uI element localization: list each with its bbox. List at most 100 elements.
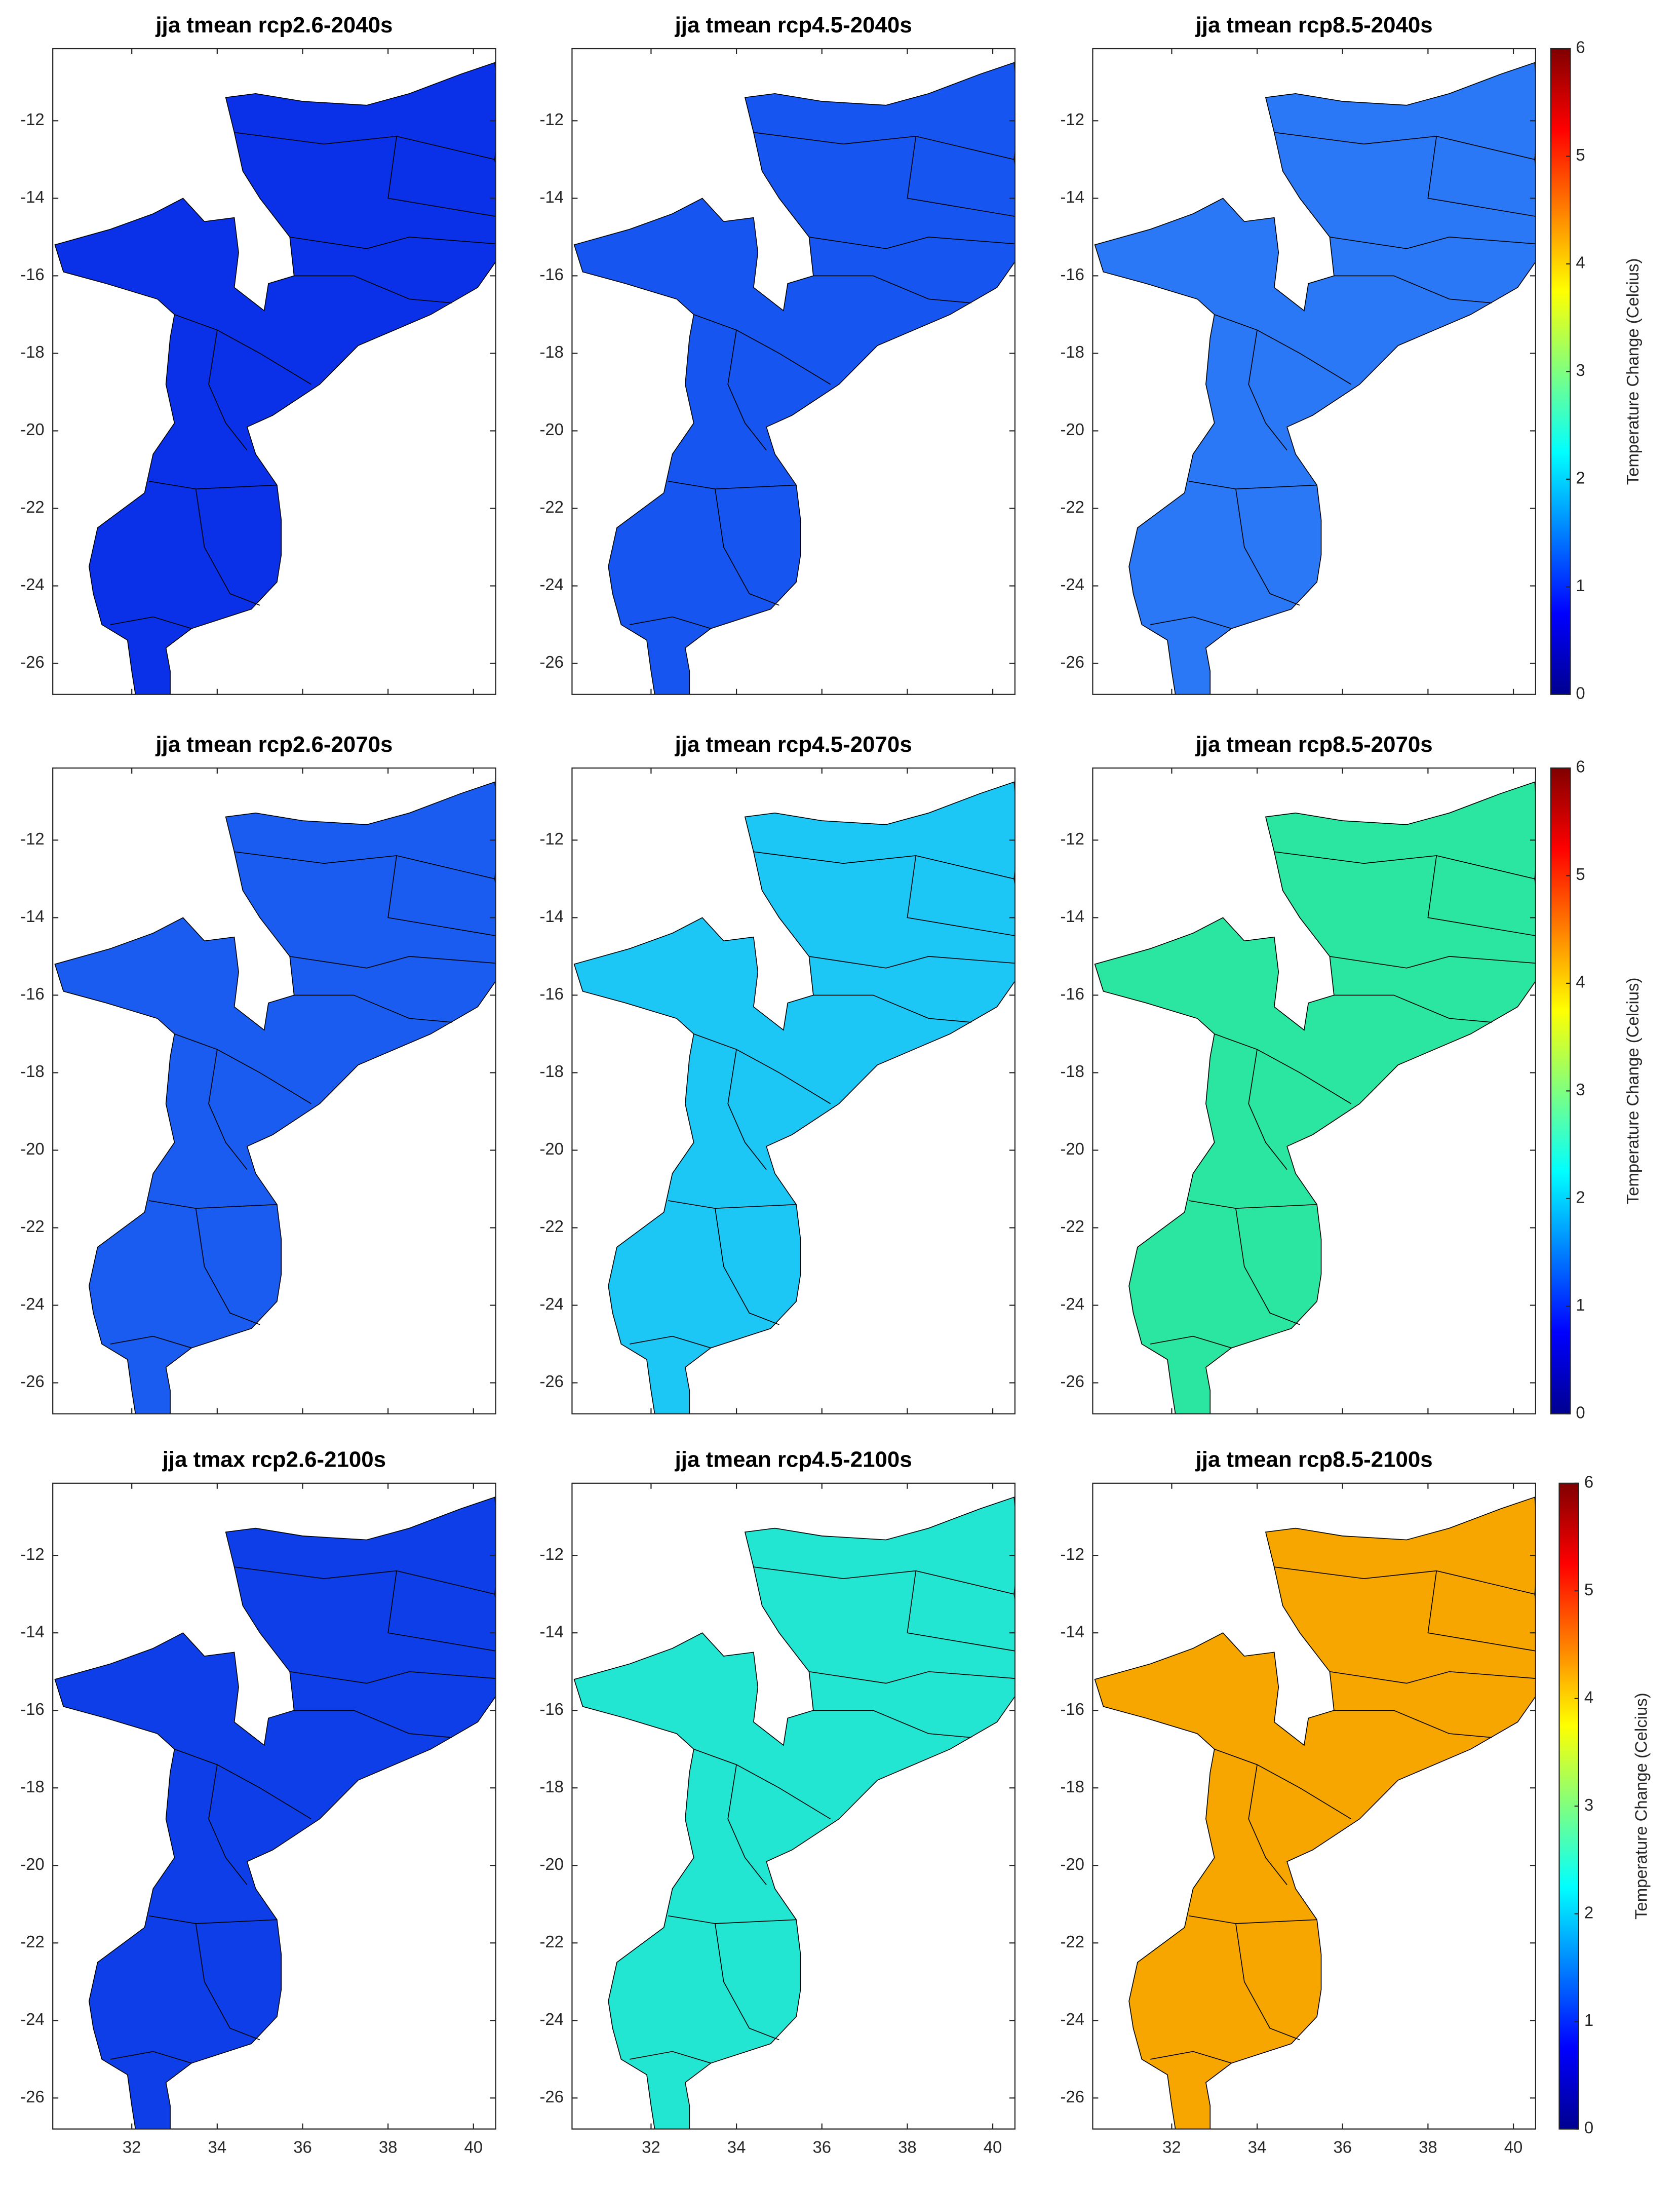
colorbar-tick-label: 2: [1584, 1903, 1593, 1922]
province-border: [1334, 1710, 1492, 1738]
colorbar-tick-label: 4: [1576, 253, 1585, 272]
province-border: [208, 1049, 248, 1170]
province-border: [174, 314, 311, 385]
province-border: [809, 956, 1015, 969]
x-tick-label: 40: [1504, 2138, 1523, 2157]
map-area: [54, 781, 496, 1414]
map-area: [573, 1497, 1015, 2129]
x-tick-label: 36: [1333, 2138, 1352, 2157]
x-tick-label: 32: [1162, 2138, 1181, 2157]
y-tick-label: -14: [539, 187, 564, 206]
province-border: [630, 2051, 711, 2064]
y-tick-label: -14: [20, 187, 45, 206]
y-tick-label: -26: [1060, 1372, 1084, 1391]
y-tick-label: -12: [1060, 1545, 1084, 1563]
map-panel: jja tmean rcp8.5-2040s -26 -24 -22 -20 -18 -16…: [1060, 13, 1536, 695]
y-tick-label: -18: [539, 342, 564, 361]
x-tick-label: 40: [984, 2138, 1002, 2157]
x-tick-label: 38: [379, 2138, 398, 2157]
colorbar: 0 1 2 3 4 5 6 Temperature Change (Celcius): [1550, 38, 1642, 702]
y-tick-label: -20: [1060, 1139, 1084, 1158]
map-panel: jja tmean rcp4.5-2100s -26 -24 -22 -20 -18 -16…: [539, 1447, 1016, 2157]
y-tick-label: -12: [20, 829, 45, 848]
y-tick-label: -12: [539, 829, 564, 848]
province-border: [110, 616, 192, 629]
y-tick-label: -18: [1060, 342, 1084, 361]
y-tick-label: -26: [20, 653, 45, 671]
y-tick-label: -22: [1060, 1932, 1084, 1951]
x-tick-label: 38: [1419, 2138, 1437, 2157]
map-panel: jja tmean rcp4.5-2070s -26 -24 -22 -20 -18 -16…: [539, 732, 1016, 1414]
province-border: [1427, 136, 1536, 217]
x-tick-label: 38: [898, 2138, 917, 2157]
province-border: [294, 1710, 452, 1738]
panel-title: jja tmax rcp2.6-2100s: [162, 1447, 386, 1472]
y-tick-label: -24: [20, 575, 45, 594]
y-tick-label: -14: [539, 907, 564, 926]
province-border: [110, 1335, 192, 1349]
country-shape: [573, 781, 1015, 1414]
province-border: [693, 314, 831, 385]
country-shape: [54, 1497, 496, 2129]
y-tick-label: -16: [539, 265, 564, 284]
y-tick-label: -24: [539, 575, 564, 594]
axes-box: [571, 1482, 1016, 2130]
axes-box: [571, 767, 1016, 1414]
map-area: [1094, 62, 1536, 695]
province-border: [195, 1923, 260, 2041]
province-border: [1427, 855, 1536, 936]
colorbar: 0 1 2 3 4 5 6 Temperature Change (Celcius): [1558, 1472, 1651, 2137]
y-tick-label: -18: [20, 1062, 45, 1081]
y-tick-label: -18: [1060, 1777, 1084, 1796]
province-border: [1274, 1566, 1535, 1595]
province-border: [208, 1765, 248, 1886]
panel-title: jja tmean rcp4.5-2100s: [675, 1447, 912, 1472]
colorbar-label: Temperature Change (Celcius): [1632, 1693, 1651, 1920]
y-tick-label: -20: [539, 420, 564, 439]
province-border: [1248, 1765, 1287, 1886]
province-border: [715, 1208, 779, 1325]
x-tick-label: 40: [464, 2138, 483, 2157]
axes-box: [571, 48, 1016, 695]
colorbar-label: Temperature Change (Celcius): [1623, 978, 1642, 1205]
map-panel: jja tmean rcp8.5-2100s -26 -24 -22 -20 -18 -16…: [1060, 1447, 1536, 2157]
axes-box: [1092, 48, 1536, 695]
map-panel: jja tmean rcp4.5-2040s -26 -24 -22 -20 -18 -16…: [539, 13, 1016, 695]
y-tick-label: -24: [1060, 575, 1084, 594]
y-tick-label: -12: [539, 110, 564, 129]
province-border: [1274, 132, 1535, 160]
colorbar-tick-label: 6: [1584, 1472, 1593, 1491]
y-tick-label: -18: [20, 342, 45, 361]
country-shape: [54, 781, 496, 1414]
province-border: [195, 489, 260, 606]
province-border: [110, 2051, 192, 2064]
colorbar-tick-label: 5: [1576, 145, 1585, 164]
province-border: [1214, 314, 1352, 385]
y-tick-label: -26: [1060, 2087, 1084, 2106]
province-border: [174, 1748, 311, 1820]
y-tick-label: -22: [539, 1217, 564, 1236]
map-area: [1094, 1497, 1536, 2129]
colorbar-tick-label: 3: [1584, 1795, 1593, 1814]
province-border: [907, 136, 1015, 217]
map-area: [573, 781, 1015, 1414]
y-tick-label: -16: [1060, 984, 1084, 1003]
colorbar: 0 1 2 3 4 5 6 Temperature Change (Celcius): [1550, 757, 1642, 1422]
province-border: [809, 1671, 1015, 1684]
province-border: [290, 237, 496, 249]
y-tick-label: -14: [20, 907, 45, 926]
province-border: [813, 275, 971, 303]
province-border: [1214, 1748, 1352, 1820]
country-shape: [1094, 62, 1536, 695]
province-border: [715, 1923, 779, 2041]
province-border: [1235, 1208, 1300, 1325]
province-border: [1150, 616, 1232, 629]
province-border: [174, 1033, 311, 1104]
colorbar-tick-label: 4: [1576, 973, 1585, 991]
map-panel: jja tmax rcp2.6-2100s -26 -24 -22 -20 -18 -16 -…: [20, 1447, 496, 2157]
y-tick-label: -22: [1060, 1217, 1084, 1236]
panel-title: jja tmean rcp8.5-2100s: [1195, 1447, 1433, 1472]
y-tick-label: -16: [1060, 1700, 1084, 1718]
